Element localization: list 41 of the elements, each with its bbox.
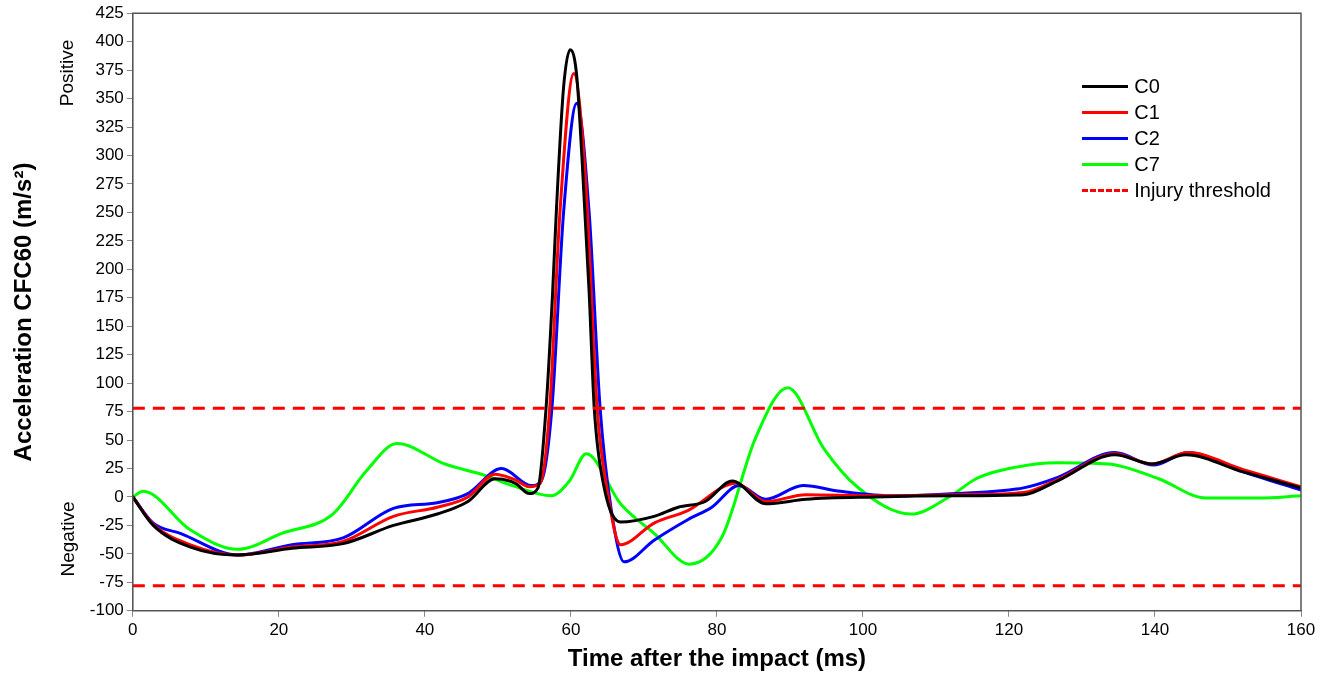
- y-tick-label: 200: [95, 259, 124, 278]
- x-tick-label: 120: [994, 619, 1024, 639]
- legend-label: C1: [1134, 100, 1160, 124]
- legend-label: C0: [1134, 74, 1160, 98]
- text: Positive: [56, 39, 79, 107]
- y-tick-label: -50: [99, 543, 124, 563]
- legend-label: C2: [1134, 126, 1160, 150]
- y-tick-label: -25: [99, 515, 124, 535]
- x-tick-label: 40: [415, 619, 435, 639]
- legend-label: C7: [1134, 152, 1160, 176]
- x-tick-label: 0: [128, 619, 138, 639]
- x-tick-label: 160: [1286, 619, 1316, 639]
- y-tick-label: -75: [99, 572, 124, 592]
- y-tick-label: 225: [95, 230, 124, 250]
- y-tick-label: 300: [95, 145, 124, 165]
- y-tick-label: 25: [104, 458, 124, 478]
- y-tick-label: 175: [95, 287, 124, 307]
- y-tick-label: 50: [104, 429, 124, 449]
- y-axis-title: Acceleration CFC60 (m/s²): [9, 162, 37, 462]
- x-tick-label: 80: [707, 619, 727, 639]
- y-tick-label: 150: [95, 315, 124, 335]
- legend-label: Injury threshold: [1134, 178, 1271, 202]
- y-tick-label: 350: [95, 88, 124, 108]
- y-tick-label: 375: [95, 59, 124, 79]
- y-tick-label: 400: [95, 31, 124, 51]
- line-series: [132, 386, 1301, 566]
- x-tick-label: 100: [848, 619, 878, 639]
- y-tick-label: 100: [95, 372, 124, 392]
- text: Negative: [56, 501, 79, 577]
- y-tick-label: 275: [95, 173, 124, 193]
- x-tick-label: 60: [561, 619, 581, 639]
- x-axis-title: Time after the impact (ms): [567, 644, 867, 672]
- y-tick-label: 325: [95, 116, 124, 136]
- x-tick-label: 20: [269, 619, 289, 639]
- y-tick-label: 75: [104, 401, 124, 421]
- y-tick-label: 125: [95, 344, 124, 364]
- y-tick-label: 250: [95, 202, 124, 222]
- x-tick-label: 140: [1140, 619, 1170, 639]
- y-tick-label: 0: [114, 486, 124, 506]
- y-tick-label: -100: [89, 600, 124, 620]
- y-tick-label: 425: [95, 2, 124, 22]
